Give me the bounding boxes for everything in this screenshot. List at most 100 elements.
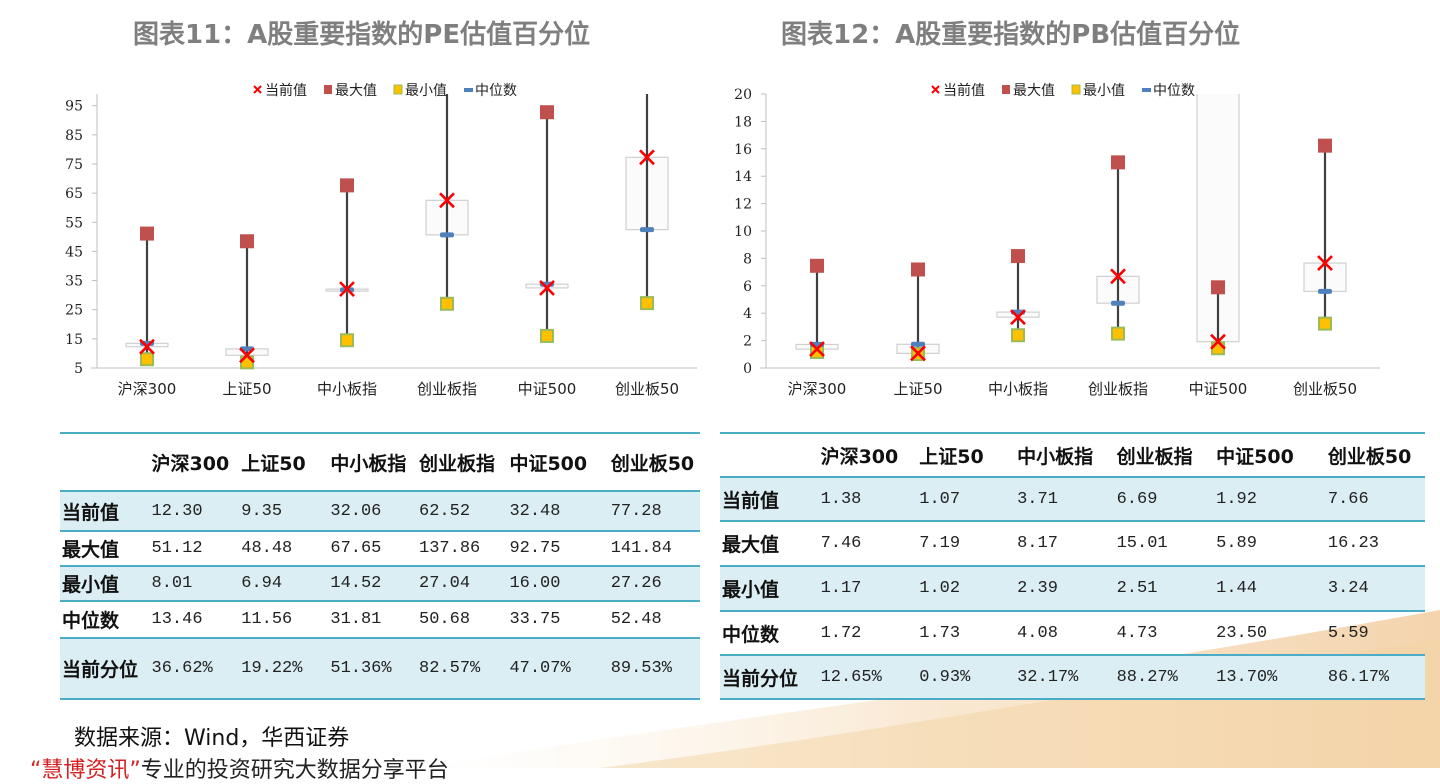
table-cell: 7.66	[1325, 477, 1425, 521]
current-marker	[910, 345, 926, 362]
table-cell: 6.94	[239, 566, 329, 601]
table-cell: 50.68	[419, 610, 471, 629]
table-cell: 16.00	[507, 566, 609, 601]
pb-chart: 0 2 4 6 8 10 12 14 16 18 20 沪深300 上证50 中小板指 创业板指 中证500 创…	[734, 82, 1380, 398]
table-cell: 32.17%	[1015, 655, 1115, 699]
table-cell: 77.28	[608, 491, 700, 531]
table-cell: 11.56	[241, 610, 293, 629]
footer-brand: “慧博资讯”	[30, 758, 141, 783]
current-marker	[139, 338, 155, 355]
row-label: 当前值	[720, 477, 819, 521]
legend-label: 中位数	[475, 83, 517, 99]
table-cell: 36.62%	[149, 638, 240, 699]
x-tick-label: 中证500	[518, 380, 577, 398]
y-tick-label: 45	[65, 244, 83, 260]
x-tick-label: 沪深300	[118, 380, 177, 398]
current-marker	[439, 192, 455, 209]
x-tick-label: 创业板指	[1088, 380, 1148, 398]
table-cell: 3.24	[1325, 566, 1425, 611]
row-label: 当前值	[60, 491, 150, 531]
current-marker	[1210, 333, 1226, 350]
current-marker	[339, 281, 355, 298]
max-marker	[1011, 249, 1025, 264]
median-marker	[911, 341, 925, 347]
y-tick-label: 35	[65, 274, 83, 290]
table-cell: 1.44	[1214, 566, 1326, 611]
row-label: 最小值	[60, 566, 150, 601]
column-header: 上证50	[241, 452, 306, 475]
footer-slogan: 专业的投资研究大数据分享平台	[140, 758, 449, 783]
current-marker	[539, 279, 555, 296]
legend: 当前值 最大值 最小值 中位数	[931, 82, 1195, 99]
table-row: 最小值 1.17 1.02 2.39 2.51 1.44 3.24	[720, 566, 1425, 611]
column-header	[60, 433, 150, 491]
table-cell: 137.86	[419, 539, 481, 558]
table-cell: 48.48	[241, 539, 293, 558]
median-marker	[640, 227, 654, 233]
table-cell: 4.73	[1116, 623, 1158, 643]
table-row: 最大值 51.12 48.48 67.65 137.86 92.75 141.84	[60, 531, 700, 566]
chart2-title: 图表12：A股重要指数的PB估值百分位	[781, 20, 1241, 50]
min-marker	[140, 352, 154, 367]
table-cell: 1.17	[818, 566, 918, 611]
column-header: 创业板指	[1116, 445, 1193, 468]
table-cell: 1.38	[818, 477, 918, 521]
max-marker	[540, 105, 554, 120]
y-tick-label: 20	[734, 87, 752, 103]
row-label: 中位数	[722, 623, 780, 646]
max-marker	[810, 258, 824, 273]
table-cell: 6.69	[1114, 477, 1215, 521]
table-cell: 3.71	[1015, 477, 1115, 521]
y-tick-label: 15	[65, 332, 83, 348]
legend-label: 中位数	[1153, 83, 1195, 99]
table-cell: 32.06	[328, 491, 418, 531]
chart1-title: 图表11：A股重要指数的PE估值百分位	[133, 20, 591, 50]
table-cell: 51.12	[151, 539, 203, 558]
table-cell: 1.92	[1214, 477, 1326, 521]
y-tick-label: 16	[734, 142, 752, 158]
legend-label: 最小值	[1083, 83, 1125, 99]
table-cell: 12.65%	[818, 655, 918, 699]
current-marker	[809, 341, 825, 358]
table-row: 中位数 1.72 1.73 4.08 4.73 23.50 5.59	[720, 611, 1425, 655]
legend-current-icon	[931, 85, 940, 94]
median-marker	[1111, 300, 1125, 306]
column-header: 创业板指	[419, 452, 496, 475]
y-tick-label: 0	[743, 361, 752, 377]
current-marker	[1317, 255, 1333, 271]
legend-current-icon	[253, 85, 262, 94]
min-marker	[540, 328, 554, 343]
legend-label: 最小值	[405, 83, 447, 99]
table-cell: 141.84	[610, 539, 672, 558]
pe-table: 沪深300 上证50 中小板指 创业板指 中证500 创业板50 当前值 12.30 9.35 3…	[60, 432, 700, 700]
table-row: 最大值 7.46 7.19 8.17 15.01 5.89 16.23	[720, 521, 1425, 566]
legend-label: 最大值	[1013, 83, 1055, 99]
y-tick-label: 10	[734, 224, 752, 240]
row-label: 最小值	[720, 566, 819, 611]
table-cell: 33.75	[509, 610, 561, 629]
table-row: 当前分位 12.65% 0.93% 32.17% 88.27% 13.70% 86.17%	[720, 655, 1425, 699]
legend-label: 当前值	[943, 82, 985, 99]
y-tick-label: 2	[743, 334, 752, 350]
table-row: 当前值 1.38 1.07 3.71 6.69 1.92 7.66	[720, 477, 1425, 521]
table-cell: 92.75	[509, 539, 561, 558]
legend-label: 最大值	[335, 83, 377, 99]
plot-area	[125, 94, 669, 370]
min-marker	[440, 296, 454, 311]
plot-area	[795, 94, 1347, 362]
table-cell: 86.17%	[1325, 655, 1425, 699]
x-tick-label: 上证50	[222, 380, 271, 398]
table-cell: 9.35	[239, 491, 329, 531]
y-tick-label: 18	[734, 114, 752, 130]
x-tick-label: 创业板50	[1293, 380, 1357, 398]
column-header: 沪深300	[151, 452, 230, 475]
table-cell: 1.02	[917, 566, 1016, 611]
x-tick-label: 沪深300	[788, 380, 847, 398]
row-label: 当前分位	[60, 638, 150, 699]
min-marker	[1011, 328, 1025, 343]
max-marker	[1111, 155, 1125, 170]
table-row: 当前值 12.30 9.35 32.06 62.52 32.48 77.28	[60, 491, 700, 531]
x-tick-label: 中小板指	[988, 380, 1048, 398]
table-cell: 0.93%	[917, 655, 1016, 699]
pb-table: 沪深300 上证50 中小板指 创业板指 中证500 创业板50 当前值 1.38 1.07 3.…	[720, 432, 1425, 700]
